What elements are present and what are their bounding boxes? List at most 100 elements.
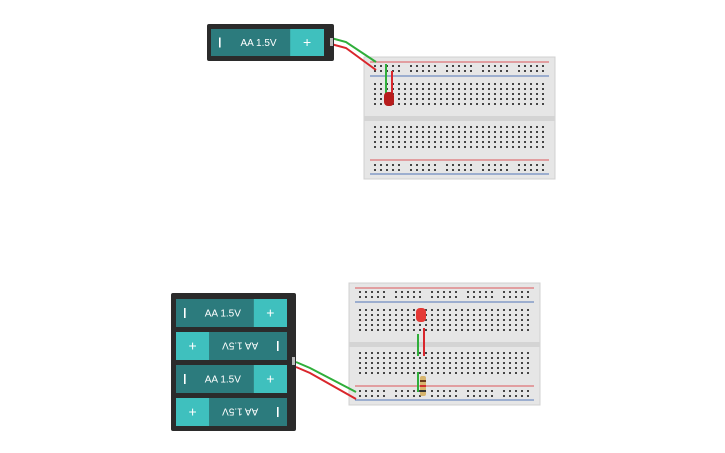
hole <box>374 169 376 171</box>
breadboard[interactable] <box>363 56 556 180</box>
hole <box>509 367 511 369</box>
battery-pack[interactable]: AA 1.5V + <box>207 24 334 61</box>
hole <box>476 131 478 133</box>
hole <box>458 131 460 133</box>
hole <box>467 367 469 369</box>
hole <box>488 126 490 128</box>
hole <box>404 141 406 143</box>
terminal <box>292 357 295 365</box>
hole <box>413 309 415 311</box>
hole <box>416 136 418 138</box>
hole <box>443 362 445 364</box>
wire-red[interactable] <box>330 43 377 71</box>
hole <box>404 83 406 85</box>
hole <box>497 324 499 326</box>
hole <box>470 70 472 72</box>
hole <box>500 103 502 105</box>
hole <box>482 103 484 105</box>
hole <box>377 329 379 331</box>
hole <box>422 88 424 90</box>
hole <box>455 367 457 369</box>
hole <box>371 367 373 369</box>
hole <box>464 93 466 95</box>
hole <box>491 296 493 298</box>
hole <box>458 83 460 85</box>
hole <box>542 103 544 105</box>
hole <box>431 357 433 359</box>
hole <box>509 395 511 397</box>
hole <box>422 98 424 100</box>
hole <box>413 372 415 374</box>
hole <box>542 141 544 143</box>
hole <box>449 367 451 369</box>
hole <box>371 372 373 374</box>
led[interactable] <box>384 92 394 106</box>
breadboard[interactable] <box>348 282 541 406</box>
hole <box>506 103 508 105</box>
hole <box>440 126 442 128</box>
hole <box>461 309 463 311</box>
battery-pack[interactable]: AA 1.5V + AA 1.5V + AA 1.5V + AA 1.5V + <box>171 293 296 431</box>
hole <box>422 103 424 105</box>
hole <box>437 372 439 374</box>
hole <box>383 324 385 326</box>
hole <box>518 88 520 90</box>
hole <box>392 141 394 143</box>
hole <box>422 65 424 67</box>
wire-red[interactable] <box>295 366 357 400</box>
hole <box>401 372 403 374</box>
hole <box>443 390 445 392</box>
hole <box>359 324 361 326</box>
hole <box>410 98 412 100</box>
hole <box>509 314 511 316</box>
hole <box>500 93 502 95</box>
hole <box>374 103 376 105</box>
hole <box>503 352 505 354</box>
hole <box>467 390 469 392</box>
hole <box>515 329 517 331</box>
hole <box>455 390 457 392</box>
hole <box>527 324 529 326</box>
hole <box>395 390 397 392</box>
led[interactable] <box>416 308 426 322</box>
hole <box>503 314 505 316</box>
hole <box>407 395 409 397</box>
hole <box>446 141 448 143</box>
hole <box>374 98 376 100</box>
hole <box>377 291 379 293</box>
center-channel <box>364 116 555 121</box>
hole <box>494 136 496 138</box>
hole <box>428 65 430 67</box>
hole <box>392 169 394 171</box>
hole <box>479 390 481 392</box>
hole <box>365 291 367 293</box>
hole <box>482 93 484 95</box>
hole <box>365 390 367 392</box>
hole <box>440 103 442 105</box>
hole <box>440 141 442 143</box>
hole <box>491 314 493 316</box>
wire-green[interactable] <box>295 361 357 393</box>
hole <box>494 169 496 171</box>
wire-green[interactable] <box>330 37 377 63</box>
hole <box>470 93 472 95</box>
hole <box>413 314 415 316</box>
hole <box>467 357 469 359</box>
hole <box>452 65 454 67</box>
hole <box>410 83 412 85</box>
hole <box>536 146 538 148</box>
hole <box>500 98 502 100</box>
hole <box>461 362 463 364</box>
hole <box>458 88 460 90</box>
hole <box>359 357 361 359</box>
hole <box>398 131 400 133</box>
hole <box>446 65 448 67</box>
hole <box>437 296 439 298</box>
hole <box>425 357 427 359</box>
cell-label: AA 1.5V <box>222 405 258 416</box>
hole <box>488 131 490 133</box>
hole <box>536 98 538 100</box>
hole <box>485 309 487 311</box>
hole <box>479 314 481 316</box>
